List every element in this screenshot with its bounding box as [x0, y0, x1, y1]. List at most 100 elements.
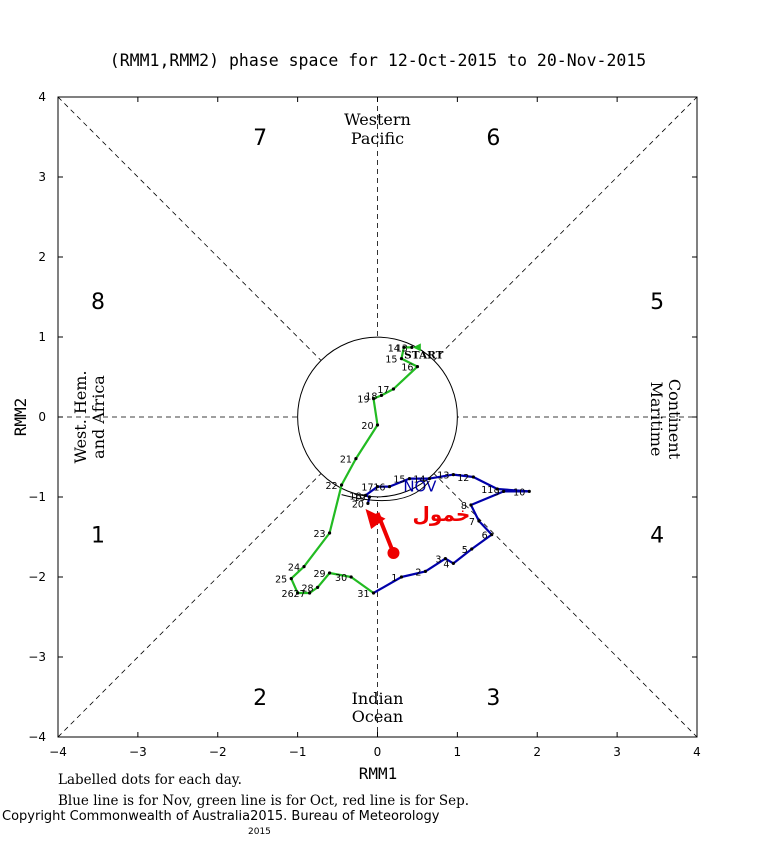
nov-point-label: 10 — [513, 487, 525, 498]
region-label-western-pacific: Western — [344, 110, 411, 129]
oct-point — [302, 565, 306, 569]
region-label-africa: and Africa — [89, 375, 108, 459]
y-tick-label: 3 — [38, 170, 46, 184]
nov-point-label: 8 — [461, 501, 467, 512]
nov-point-label: 16 — [373, 483, 385, 494]
y-axis-label: RMM2 — [11, 398, 30, 437]
nov-point — [470, 547, 474, 551]
phase-label: 1 — [91, 524, 105, 549]
y-tick-label: 1 — [38, 330, 46, 344]
oct-point-label: 25 — [275, 575, 287, 586]
y-tick-label: 4 — [38, 90, 46, 104]
nov-point — [399, 575, 404, 579]
y-tick-label: 0 — [38, 410, 46, 424]
oct-point — [391, 387, 396, 391]
oct-point-label: 15 — [385, 355, 397, 366]
oct-point — [410, 345, 414, 349]
oct-point — [354, 457, 358, 461]
oct-point — [402, 345, 406, 349]
nov-point-label: 18 — [349, 491, 361, 502]
nov-point — [375, 485, 380, 489]
oct-point-label: 28 — [302, 583, 314, 594]
x-tick-label: 2 — [533, 745, 541, 759]
region-label-continent: Continent — [665, 379, 684, 460]
x-tick-label: −3 — [129, 745, 147, 759]
x-tick-label: 4 — [693, 745, 701, 759]
phase-label: 3 — [486, 686, 500, 711]
nov-point — [451, 561, 455, 566]
nov-point-label: 7 — [469, 517, 475, 528]
nov-label: NOV — [403, 477, 437, 495]
nov-point-label: 20 — [352, 499, 364, 510]
oct-point-label: 21 — [340, 455, 352, 466]
oct-point — [379, 393, 384, 397]
oct-point — [371, 591, 376, 595]
nov-point — [366, 501, 370, 505]
nov-point — [387, 485, 392, 489]
oct-point-label: 29 — [313, 569, 325, 580]
y-tick-label: −4 — [28, 730, 46, 744]
nov-point-label: 1 — [391, 573, 397, 584]
nov-point — [367, 495, 372, 499]
nov-point-label: 13 — [437, 471, 449, 482]
nov-point-label: 17 — [361, 483, 373, 494]
x-tick-label: 0 — [374, 745, 382, 759]
oct-point-label: 17 — [377, 385, 389, 396]
oct-point — [399, 357, 404, 361]
nov-point — [363, 493, 368, 497]
oct-point-label: 22 — [325, 481, 337, 492]
oct-point — [375, 423, 380, 427]
nov-point-label: 3 — [435, 555, 441, 566]
nov-point-label: 12 — [457, 473, 469, 484]
nov-point — [427, 477, 432, 481]
unit-circle — [297, 336, 458, 498]
x-tick-label: 1 — [454, 745, 462, 759]
annotation-dot — [387, 547, 400, 559]
oct-point-label: 16 — [401, 363, 413, 374]
nov-point-label: 6 — [482, 531, 488, 542]
nov-point — [471, 475, 475, 479]
phase-label: 2 — [253, 686, 267, 711]
oct-point — [415, 365, 420, 369]
x-tick-label: −4 — [49, 745, 67, 759]
x-tick-label: −2 — [209, 745, 227, 759]
nov-point — [477, 519, 481, 523]
copyright-part2: . Bureau of Meteorology — [283, 809, 440, 824]
y-tick-label: −1 — [28, 490, 46, 504]
nov-point-label: 4 — [443, 559, 449, 570]
y-tick-label: −3 — [28, 650, 46, 664]
oct-point-label: 24 — [288, 563, 300, 574]
oct-point — [371, 397, 376, 401]
chart-title: (RMM1,RMM2) phase space for 12-Oct-2015 … — [110, 51, 646, 70]
nov-point-label: 15 — [393, 475, 405, 486]
oct-point — [327, 571, 332, 575]
nov-point-label: 5 — [462, 545, 468, 556]
nov-point — [527, 489, 531, 493]
oct-point — [289, 577, 293, 581]
nov-point-label: 2 — [415, 567, 421, 578]
nov-point-label: 9 — [494, 487, 500, 498]
copyright-part1: Copyright Commonwealth of Australia — [2, 809, 251, 824]
nov-point-label: 11 — [481, 485, 493, 496]
phase-label: 7 — [253, 126, 267, 151]
start-arrow-icon — [412, 343, 421, 352]
nov-point-label: 14 — [413, 475, 425, 486]
nov-point — [407, 477, 412, 481]
annotation-text: خمول — [413, 502, 471, 526]
x-tick-label: −1 — [289, 745, 307, 759]
nov-point — [469, 503, 473, 507]
nov-arc — [341, 480, 430, 501]
oct-point-label: 31 — [357, 589, 369, 600]
copyright-year-2: 2015 — [248, 827, 271, 837]
nov-line-start — [372, 576, 403, 594]
x-axis-label: RMM1 — [359, 764, 398, 783]
region-label-maritime: Maritime — [647, 382, 666, 457]
nov-point — [490, 533, 494, 537]
x-tick-label: 3 — [613, 745, 621, 759]
phase-label: 5 — [650, 290, 664, 315]
nov-point — [443, 557, 447, 561]
phase-label: 6 — [486, 126, 500, 151]
oct-point — [349, 575, 353, 579]
oct-point-label: 23 — [313, 529, 325, 540]
